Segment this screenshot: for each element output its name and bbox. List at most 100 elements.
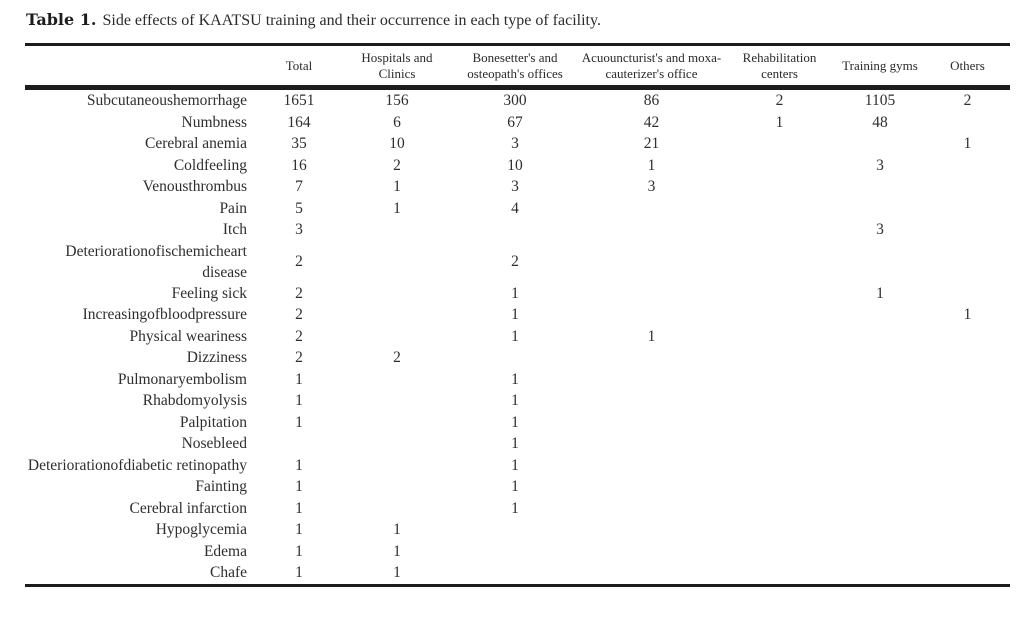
count-cell-hospitals-clinics: 1 [393, 521, 401, 539]
table-row: Rhabdomyolysis 1 1 [25, 390, 1010, 412]
count-cell-training-gyms [835, 412, 925, 434]
count-cell-others: 1 [963, 306, 972, 324]
count-cell-bonesetters-osteopaths: 1 [511, 435, 519, 453]
count-cell-training-gyms [835, 498, 925, 520]
table-row: Venousthrombus 7 1 3 3 [25, 176, 1010, 198]
count-cell-total: 5 [295, 199, 303, 217]
corner-header [25, 44, 255, 90]
table-caption-text: Side effects of KAATSU training and thei… [102, 12, 601, 29]
count-cell-hospitals-clinics: 2 [393, 156, 401, 174]
count-cell-bonesetters-osteopaths: 3 [511, 135, 519, 153]
count-cell-rehabilitation-centers [724, 433, 835, 455]
count-cell-bonesetters-osteopaths [451, 347, 579, 369]
count-cell-training-gyms [835, 198, 925, 220]
count-cell-total: 1 [295, 370, 303, 388]
count-cell-rehabilitation-centers [724, 176, 835, 198]
table-caption-label: Table 1. [26, 10, 97, 29]
count-cell-total: 1 [295, 392, 303, 410]
count-cell-bonesetters-osteopaths: 1 [511, 456, 519, 474]
count-cell-acupuncturists-moxa [579, 433, 724, 455]
count-cell-total: 2 [295, 284, 303, 302]
count-cell-training-gyms [835, 519, 925, 541]
table-row: Coldfeeling 16 2 10 1 3 [25, 155, 1010, 177]
count-cell-total: 7 [295, 178, 303, 196]
table-row: Chafe 1 1 [25, 562, 1010, 585]
count-cell-rehabilitation-centers [724, 304, 835, 326]
count-cell-bonesetters-osteopaths: 1 [511, 284, 519, 302]
table-row: Dizziness 2 2 [25, 347, 1010, 369]
table-row: Itch 3 3 [25, 219, 1010, 241]
side-effect-label: Dizziness [186, 349, 247, 367]
count-cell-others [925, 476, 1010, 498]
count-cell-acupuncturists-moxa: 3 [647, 178, 656, 196]
count-cell-hospitals-clinics [343, 241, 451, 283]
header-row: Total Hospitals and Clinics Bonesetter's a… [25, 44, 1010, 90]
count-cell-bonesetters-osteopaths: 1 [511, 413, 519, 431]
count-cell-acupuncturists-moxa: 86 [643, 92, 660, 110]
count-cell-others [925, 326, 1010, 348]
column-header-rehabilitation-centers: Rehabilitation centers [724, 44, 835, 90]
side-effect-label: Hypoglycemia [155, 521, 247, 539]
count-cell-others [925, 519, 1010, 541]
count-cell-training-gyms: 3 [876, 156, 884, 174]
side-effect-label: Pulmonaryembolism [117, 370, 247, 388]
table-header: Total Hospitals and Clinics Bonesetter's a… [25, 44, 1010, 90]
side-effect-label: Coldfeeling [173, 156, 247, 174]
count-cell-hospitals-clinics [343, 390, 451, 412]
count-cell-bonesetters-osteopaths: 300 [503, 92, 527, 110]
count-cell-rehabilitation-centers [724, 347, 835, 369]
table-row: Feeling sick 2 1 1 [25, 283, 1010, 305]
column-header-bonesetters-osteopaths: Bonesetter's and osteopath's offices [451, 44, 579, 90]
side-effect-label: Pain [219, 199, 247, 217]
document-page: Table 1. Side effects of KAATSU training … [25, 10, 1010, 587]
count-cell-others [925, 155, 1010, 177]
count-cell-bonesetters-osteopaths: 1 [511, 478, 519, 496]
count-cell-bonesetters-osteopaths: 1 [511, 306, 519, 324]
count-cell-acupuncturists-moxa [579, 498, 724, 520]
count-cell-others [925, 112, 1010, 134]
count-cell-training-gyms [835, 562, 925, 585]
count-cell-rehabilitation-centers [724, 562, 835, 585]
table-row: Pain 5 1 4 [25, 198, 1010, 220]
table-row: Edema 1 1 [25, 541, 1010, 563]
count-cell-training-gyms [835, 176, 925, 198]
table-row: Hypoglycemia 1 1 [25, 519, 1010, 541]
side-effect-label: Chafe [209, 564, 247, 582]
table-body: Subcutaneoushemorrhage 1651 156 300 86 2 1105 2… [25, 88, 1010, 586]
table-row: Nosebleed 1 [25, 433, 1010, 455]
count-cell-hospitals-clinics [343, 455, 451, 477]
count-cell-others [925, 455, 1010, 477]
count-cell-training-gyms [835, 433, 925, 455]
count-cell-hospitals-clinics [343, 326, 451, 348]
count-cell-rehabilitation-centers: 2 [775, 92, 784, 110]
count-cell-acupuncturists-moxa [579, 541, 724, 563]
count-cell-rehabilitation-centers [724, 412, 835, 434]
count-cell-bonesetters-osteopaths: 10 [507, 156, 523, 174]
count-cell-rehabilitation-centers [724, 133, 835, 155]
side-effect-label: Subcutaneoushemorrhage [86, 92, 247, 110]
count-cell-total: 1 [295, 478, 303, 496]
side-effect-label: Deteriorationofischemicheart disease [65, 242, 247, 281]
count-cell-rehabilitation-centers: 1 [775, 113, 784, 131]
count-cell-training-gyms: 3 [876, 221, 884, 239]
count-cell-total: 1 [295, 499, 303, 517]
side-effect-label: Physical weariness [129, 327, 247, 345]
count-cell-rehabilitation-centers [724, 476, 835, 498]
count-cell-hospitals-clinics [343, 498, 451, 520]
table-row: Numbness 164 6 67 42 1 48 [25, 112, 1010, 134]
count-cell-hospitals-clinics [343, 283, 451, 305]
count-cell-others [925, 412, 1010, 434]
count-cell-hospitals-clinics [343, 433, 451, 455]
count-cell-others [925, 241, 1010, 283]
count-cell-training-gyms [835, 304, 925, 326]
count-cell-acupuncturists-moxa: 21 [643, 135, 660, 153]
count-cell-others [925, 283, 1010, 305]
table-row: Fainting 1 1 [25, 476, 1010, 498]
count-cell-acupuncturists-moxa: 1 [647, 327, 656, 345]
count-cell-acupuncturists-moxa: 1 [647, 156, 656, 174]
count-cell-acupuncturists-moxa [579, 476, 724, 498]
count-cell-hospitals-clinics [343, 412, 451, 434]
count-cell-acupuncturists-moxa [579, 283, 724, 305]
count-cell-training-gyms: 1 [876, 284, 884, 302]
count-cell-training-gyms [835, 476, 925, 498]
